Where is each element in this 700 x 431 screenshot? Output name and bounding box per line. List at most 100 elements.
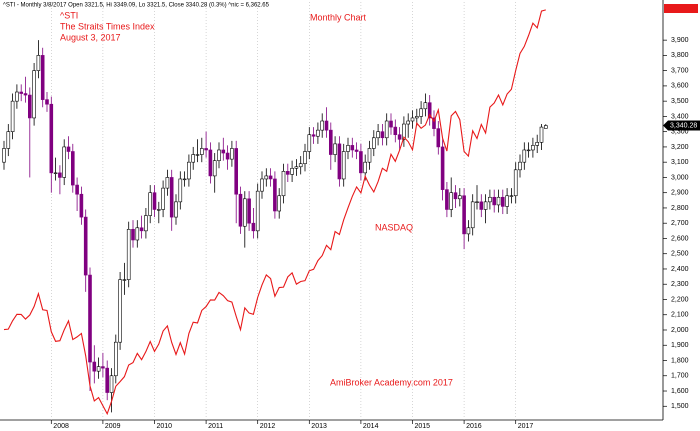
y-tick-label: 2,500 (671, 251, 689, 258)
y-tick-label: 3,000 (671, 174, 689, 181)
candle-body (479, 201, 484, 210)
candle-body (79, 193, 84, 218)
candle-body (264, 175, 269, 180)
x-tick-label: 2010 (157, 423, 173, 430)
candle-body (45, 99, 49, 105)
candle-body (324, 120, 329, 131)
candle-body (32, 70, 36, 119)
candle-body (204, 148, 208, 151)
annotation: August 3, 2017 (60, 32, 121, 42)
candle-body (531, 145, 535, 151)
candle-body (191, 154, 195, 163)
candle-body (225, 152, 230, 160)
candle-body (27, 94, 32, 119)
candle-body (139, 227, 144, 232)
candle-body (208, 149, 213, 177)
candle-body (311, 134, 316, 137)
candle-body (126, 229, 131, 280)
candle-body (397, 134, 402, 140)
y-tick-label: 3,800 (671, 52, 689, 59)
candle-body (453, 192, 458, 200)
annotation: The Straits Times Index (60, 21, 155, 31)
candle-body (488, 196, 492, 203)
candle-body (380, 131, 385, 139)
candle-body (200, 148, 204, 155)
candle-body (307, 134, 312, 152)
candle-body (169, 177, 174, 218)
candle-body (66, 146, 71, 152)
candle-body (144, 215, 148, 232)
grid (50, 2, 517, 420)
y-tick-label: 2,600 (671, 235, 689, 242)
y-tick-label: 3,900 (671, 37, 689, 44)
candle-body (363, 161, 368, 174)
x-tick-label: 2017 (518, 423, 534, 430)
candle-body (135, 227, 140, 241)
chart-title: Monthly Chart (310, 12, 367, 22)
x-tick-label: 2012 (260, 423, 276, 430)
x-tick-label: 2015 (415, 423, 431, 430)
last-price-tag (663, 120, 700, 131)
candle-body (509, 195, 514, 197)
x-tick-label: 2016 (466, 423, 482, 430)
candle-body (449, 192, 454, 210)
candle-body (6, 131, 11, 149)
y-tick-label: 3,200 (671, 144, 689, 151)
y-tick-label: 1,500 (671, 403, 689, 410)
nasdaq-price-tag (664, 4, 698, 13)
candle-body (462, 195, 466, 235)
candle-body (350, 145, 355, 151)
y-tick-label: 1,700 (671, 373, 689, 380)
candle-body (341, 151, 346, 180)
candle-body (402, 123, 406, 140)
candle-body (505, 195, 509, 207)
annotation: ^STI (60, 10, 78, 20)
candle-body (62, 146, 67, 178)
candle-body (109, 375, 114, 393)
candle-body (58, 172, 62, 178)
series-line (3, 9, 546, 416)
candle-body (152, 192, 157, 210)
candle-body (273, 178, 277, 212)
x-tick-label: 2014 (363, 423, 379, 430)
candle-body (118, 279, 122, 343)
candle-body (406, 120, 411, 125)
y-tick-label: 3,100 (671, 159, 689, 166)
candle-body (187, 161, 191, 180)
candle-body (367, 148, 372, 163)
header: ^STI - Monthly 3/8/2017 Open 3321.5, Hi … (3, 3, 270, 9)
candle-body (466, 227, 471, 235)
candle-body (165, 177, 170, 189)
y-tick-label: 1,600 (671, 388, 689, 395)
candle-body (423, 102, 428, 110)
y-tick-label: 3,500 (671, 98, 689, 105)
candle-body (294, 166, 299, 169)
y-tick-label: 2,700 (671, 220, 689, 227)
candle-body (92, 361, 97, 372)
y-tick-label: 2,100 (671, 312, 689, 319)
y-tick-label: 2,800 (671, 205, 689, 212)
candle-body (445, 189, 449, 210)
candle-body (178, 178, 183, 203)
candle-body (174, 201, 178, 218)
candle-body (337, 143, 342, 180)
x-tick-label: 2009 (105, 423, 121, 430)
y-tick-label: 3,300 (671, 129, 689, 136)
x-tick-label: 2013 (311, 423, 327, 430)
candle-body (359, 151, 363, 174)
series-label: NASDAQ (375, 222, 413, 232)
candle-body (483, 201, 488, 210)
candle-body (212, 160, 217, 177)
y-tick-label: 1,900 (671, 342, 689, 349)
candle-body (10, 100, 15, 132)
candle-body (470, 201, 475, 229)
candle-body (384, 120, 389, 139)
candle-body (268, 175, 273, 180)
candle-body (393, 126, 398, 136)
candle-body (410, 117, 415, 122)
candle-body (96, 366, 101, 372)
candle-body (496, 196, 501, 206)
candle-body (440, 146, 445, 190)
candle-body (526, 149, 531, 152)
